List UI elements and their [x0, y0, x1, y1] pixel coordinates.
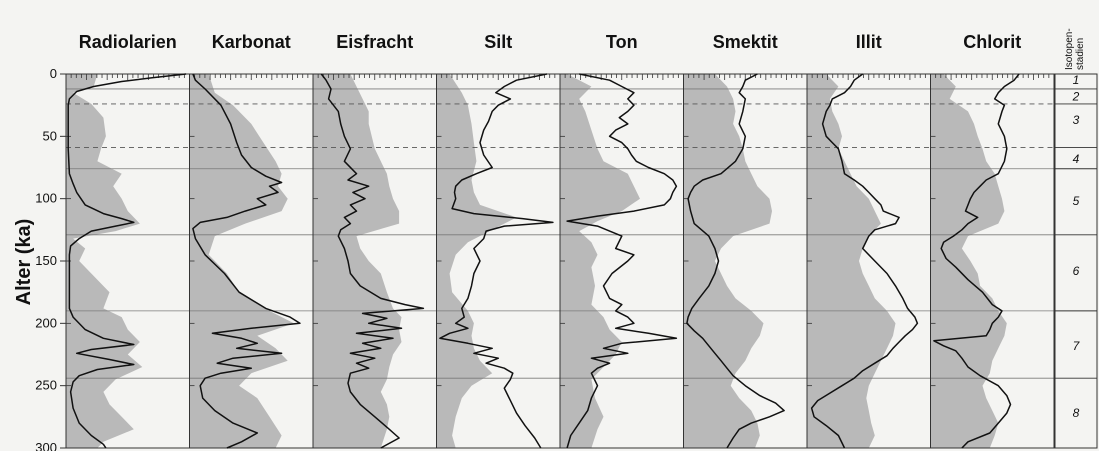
- y-tick-label: 300: [35, 440, 57, 451]
- stage-label-6: 6: [1073, 264, 1080, 278]
- shade-area-silt: [436, 74, 517, 448]
- curve-smektit: [686, 73, 785, 449]
- panel-title-karbonat: Karbonat: [212, 32, 291, 52]
- shade-area-illit: [807, 74, 896, 448]
- shade-area-chlorit: [930, 74, 1007, 448]
- panel-silt: [436, 73, 561, 449]
- curve-eisfracht: [320, 73, 425, 449]
- curve-illit: [810, 73, 919, 449]
- y-axis-label: Alter (ka): [13, 219, 35, 306]
- stage-label-3: 3: [1073, 113, 1080, 127]
- stage-label-5: 5: [1073, 194, 1080, 208]
- panel-title-radiolarien: Radiolarien: [79, 32, 177, 52]
- panels: [65, 73, 1055, 449]
- panel-title-silt: Silt: [484, 32, 512, 52]
- y-tick-label: 50: [43, 128, 57, 143]
- stage-label-7: 7: [1073, 339, 1081, 353]
- y-tick-label: 250: [35, 378, 57, 393]
- y-tick-label: 0: [50, 66, 57, 81]
- isotope-stages: 1 2 3 4 5 6 7 8 Isotopen-stadien: [1054, 28, 1098, 449]
- stage-label-1: 1: [1073, 73, 1080, 87]
- panel-title-illit: Illit: [856, 32, 882, 52]
- curve-karbonat: [192, 73, 301, 449]
- curve-radiolarien: [67, 73, 187, 449]
- y-tick-label: 100: [35, 191, 57, 206]
- panel-title-smektit: Smektit: [713, 32, 778, 52]
- panel-smektit: [683, 73, 808, 449]
- shade-area-smektit: [683, 74, 772, 448]
- y-tick-label: 200: [35, 315, 57, 330]
- y-axis: 0 50 100 150 200 250 300: [35, 66, 66, 451]
- panel-title-chlorit: Chlorit: [963, 32, 1021, 52]
- shade-area-ton: [560, 74, 640, 448]
- curve-chlorit: [933, 73, 1020, 449]
- stage-label-8: 8: [1073, 406, 1080, 420]
- y-tick-label: 150: [35, 253, 57, 268]
- curve-silt: [439, 73, 554, 449]
- isotope-stage-header-line: stadien: [1075, 38, 1086, 70]
- shade-area-eisfracht: [313, 74, 402, 448]
- panel-title-ton: Ton: [606, 32, 638, 52]
- curve-ton: [566, 73, 678, 449]
- stage-label-4: 4: [1073, 152, 1080, 166]
- isotope-stage-header-line: Isotopen-: [1064, 28, 1075, 70]
- panel-radiolarien: [65, 73, 190, 449]
- panel-title-eisfracht: Eisfracht: [336, 32, 413, 52]
- isotope-stage-header: Isotopen-stadien: [1064, 28, 1086, 70]
- panel-chlorit: [930, 73, 1055, 449]
- stage-label-2: 2: [1072, 89, 1080, 103]
- panel-illit: [806, 73, 931, 449]
- stage-column-frame: [1054, 73, 1098, 449]
- panel-titles: Radiolarien Karbonat Eisfracht Silt Ton Smekt…: [79, 32, 1022, 52]
